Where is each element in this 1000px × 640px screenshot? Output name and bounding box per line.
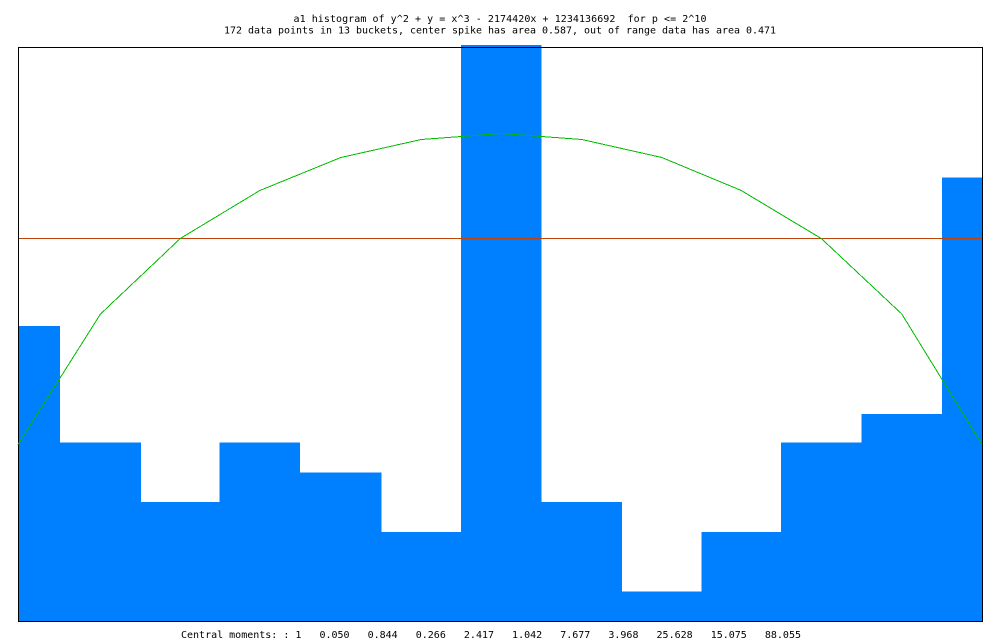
chart-subtitle: 172 data points in 13 buckets, center sp… bbox=[224, 26, 776, 37]
histogram-bar bbox=[141, 502, 220, 621]
histogram-bar bbox=[60, 442, 141, 621]
histogram-bar bbox=[701, 532, 781, 621]
histogram-bar bbox=[861, 414, 942, 621]
semicircle-curve-group bbox=[17, 132, 983, 445]
histogram-bar bbox=[461, 45, 542, 621]
histogram-bar bbox=[219, 442, 300, 621]
histogram-bar bbox=[541, 502, 622, 621]
plot-frame-group bbox=[18, 47, 983, 622]
central-moments-label: Central moments: : 1 0.050 0.844 0.266 2… bbox=[181, 630, 801, 640]
histogram-bar bbox=[18, 326, 60, 621]
histogram-bar bbox=[622, 591, 702, 621]
plot-frame bbox=[18, 47, 983, 622]
histogram-bar bbox=[381, 532, 461, 621]
histogram-bar bbox=[781, 442, 862, 621]
semicircle-curve bbox=[17, 132, 983, 445]
histogram-bar bbox=[942, 177, 982, 621]
histogram-bars-group bbox=[18, 45, 982, 621]
histogram-bar bbox=[300, 472, 382, 621]
chart-title: a1 histogram of y^2 + y = x^3 - 2174420x… bbox=[294, 14, 707, 25]
